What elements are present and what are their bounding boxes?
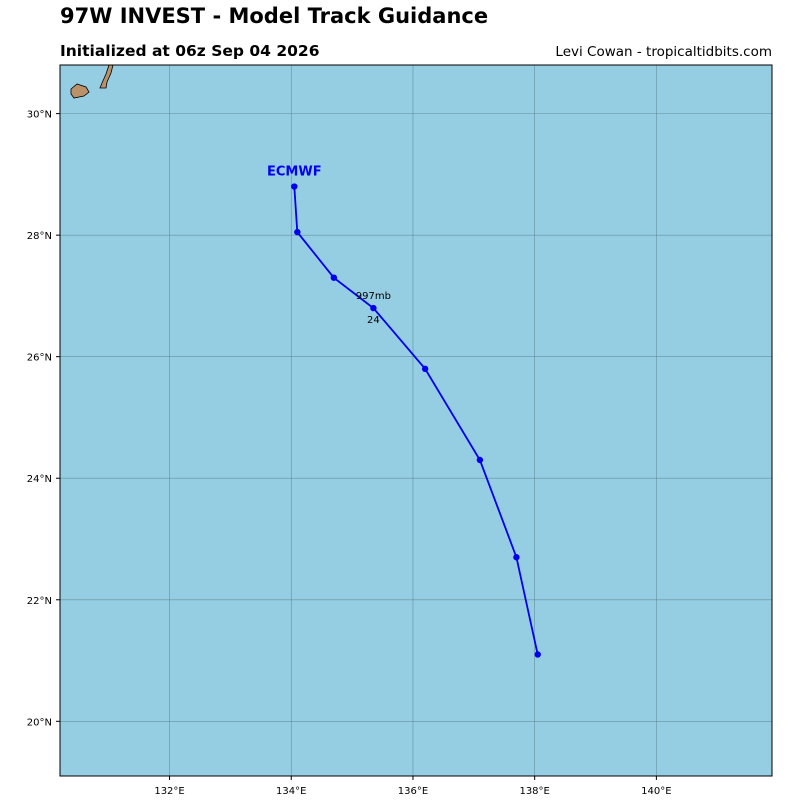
track-point xyxy=(476,456,484,464)
latitude-tick-label: 28°N xyxy=(27,231,52,242)
track-point xyxy=(421,365,429,373)
credit-text: Levi Cowan - tropicaltidbits.com xyxy=(555,44,772,60)
track-point xyxy=(370,304,377,312)
track-point xyxy=(534,651,541,658)
track-line xyxy=(293,186,539,655)
latitude-tick-label: 26°N xyxy=(27,353,52,364)
chart-subtitle: Initialized at 06z Sep 04 2026 xyxy=(60,42,320,60)
track-point xyxy=(330,274,338,281)
longitude-tick-label: 136°E xyxy=(398,786,428,797)
track-point xyxy=(291,183,298,190)
latitude-tick-label: 22°N xyxy=(27,596,52,607)
track-point xyxy=(294,228,301,236)
island-landmass xyxy=(99,64,114,89)
longitude-tick-label: 138°E xyxy=(519,786,549,797)
longitude-tick-label: 132°E xyxy=(154,786,184,797)
latitude-tick-label: 24°N xyxy=(27,474,52,485)
track-point xyxy=(513,554,520,561)
longitude-tick-label: 134°E xyxy=(276,786,306,797)
forecast-hour-label: 24 xyxy=(367,315,380,326)
longitude-tick-label: 140°E xyxy=(641,786,671,797)
model-name-label: ECMWF xyxy=(267,165,322,180)
island-landmass xyxy=(70,83,90,99)
pressure-label: 997mb xyxy=(356,291,391,302)
chart-title: 97W INVEST - Model Track Guidance xyxy=(60,4,489,28)
latitude-tick-label: 20°N xyxy=(27,717,52,728)
ocean-background xyxy=(60,65,772,776)
map-frame xyxy=(59,64,773,777)
map-area: 132°E 134°E 136°E 138°E 140°E 20°N 22°N 24°N 26°… xyxy=(27,64,773,797)
latitude-tick-label: 30°N xyxy=(27,110,52,121)
